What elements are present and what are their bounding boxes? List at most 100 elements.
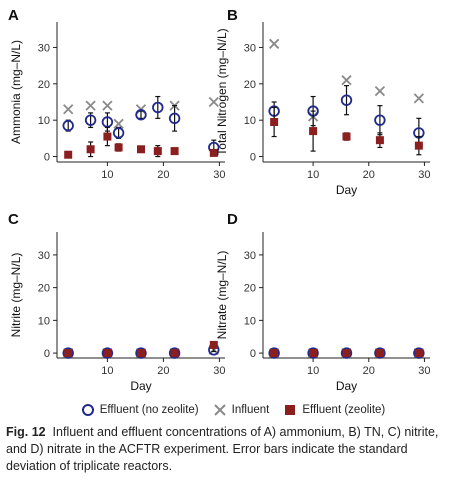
data-point-influent (102, 100, 113, 111)
x-tick-label: 20 (363, 169, 375, 181)
panel-letter: A (8, 7, 19, 24)
data-point-effluent-zeolite (414, 349, 423, 358)
x-tick-label: 20 (363, 365, 375, 377)
data-point-effluent-no-zeolite (135, 109, 147, 121)
panel-d: D 0 10 20 30 10 20 30 Day Nitrate (mg–N/L) (215, 211, 431, 393)
x-tick-label: 30 (213, 169, 225, 181)
y-tick-label: 10 (244, 315, 256, 327)
cross-marker-icon (213, 404, 226, 416)
data-point-effluent-no-zeolite (340, 347, 353, 359)
y-tick-label: 30 (244, 250, 256, 262)
data-point-effluent-no-zeolite (62, 119, 74, 132)
data-point-effluent-zeolite (103, 132, 112, 141)
y-axis-label: Nitrate (mg–N/L) (215, 251, 229, 340)
x-axis-label: Day (336, 379, 357, 393)
data-point-effluent-no-zeolite (268, 347, 280, 359)
data-point-effluent-zeolite (309, 349, 318, 358)
y-tick-label: 10 (38, 115, 50, 127)
square-marker-icon (285, 405, 296, 415)
legend-item-influent: Influent (213, 403, 270, 417)
data-point-effluent-no-zeolite (135, 347, 147, 359)
data-point-effluent-zeolite (86, 145, 95, 154)
data-point-effluent-zeolite (270, 118, 279, 126)
data-point-influent (85, 100, 96, 111)
legend-label-effluent-no-zeolite: Effluent (no zeolite) (99, 404, 199, 416)
data-point-effluent-zeolite (137, 349, 145, 358)
x-tick-label: 30 (213, 365, 225, 377)
data-point-effluent-no-zeolite (307, 347, 319, 359)
y-tick-label: 0 (250, 348, 256, 360)
x-tick-label: 20 (157, 365, 169, 377)
data-point-effluent-no-zeolite (84, 114, 97, 126)
data-point-effluent-zeolite (270, 349, 279, 358)
caption-label: Fig. 12 (6, 425, 46, 439)
data-point-effluent-no-zeolite (112, 127, 125, 139)
data-point-influent (208, 96, 219, 108)
y-tick-label: 20 (244, 283, 256, 295)
data-point-effluent-zeolite (64, 150, 73, 159)
y-axis-label: Ammonia (mg–N/L) (9, 40, 23, 144)
y-tick-label: 30 (38, 250, 50, 262)
x-tick-label: 10 (307, 365, 319, 377)
data-point-effluent-no-zeolite (152, 101, 164, 114)
x-tick-label: 10 (101, 365, 113, 377)
data-point-effluent-no-zeolite (101, 347, 114, 359)
panel-c: C 0 10 20 30 10 20 30 Day Nitrite (mg–N/L) (8, 211, 226, 393)
data-point-effluent-no-zeolite (168, 347, 181, 359)
data-point-effluent-no-zeolite (101, 116, 114, 128)
legend-label-effluent-zeolite: Effluent (zeolite) (302, 404, 386, 416)
x-tick-label: 30 (418, 365, 430, 377)
data-point-effluent-zeolite (342, 349, 351, 358)
y-tick-label: 20 (38, 79, 50, 91)
data-point-effluent-zeolite (342, 132, 351, 141)
x-axis-label: Day (130, 379, 151, 393)
y-tick-label: 20 (38, 283, 50, 295)
data-point-effluent-zeolite (414, 141, 423, 150)
y-tick-label: 0 (250, 152, 256, 164)
data-point-effluent-no-zeolite (374, 114, 386, 126)
x-axis-label: Day (336, 183, 357, 197)
y-tick-label: 10 (244, 115, 256, 127)
x-tick-label: 10 (101, 169, 113, 181)
data-point-effluent-no-zeolite (413, 347, 425, 359)
panel-letter: C (8, 211, 19, 228)
panel-a: A 0 10 20 30 10 20 30 Ammonia (mg–N/L) (8, 7, 226, 181)
legend: Effluent (no zeolite) Influent Effluent … (0, 400, 466, 420)
data-point-effluent-zeolite (209, 340, 218, 349)
y-tick-label: 30 (38, 42, 50, 54)
panel-b: B 0 10 20 30 10 20 30 Day Total Nitrogen (mg–N/L) (215, 7, 431, 197)
y-tick-label: 10 (38, 315, 50, 327)
data-point-effluent-no-zeolite (168, 112, 181, 125)
data-point-effluent-zeolite (375, 349, 384, 358)
data-point-effluent-zeolite (64, 349, 73, 358)
data-point-influent (113, 118, 124, 129)
y-axis-label: Nitrite (mg–N/L) (9, 253, 23, 338)
panel-letter: D (227, 211, 238, 228)
data-point-effluent-zeolite (137, 145, 145, 154)
y-tick-label: 30 (244, 42, 256, 54)
data-point-influent (268, 38, 280, 49)
data-point-effluent-zeolite (309, 127, 318, 136)
data-point-influent (341, 75, 352, 86)
data-point-effluent-zeolite (170, 147, 179, 156)
y-axis-label: Total Nitrogen (mg–N/L) (215, 28, 229, 155)
caption-text: Influent and effluent concentrations of … (6, 425, 439, 473)
figure-panels: A 0 10 20 30 10 20 30 Ammonia (mg–N/L) B 0 10 20 30 10… (8, 7, 431, 393)
data-point-influent (63, 104, 74, 115)
legend-item-effluent-no-zeolite: Effluent (no zeolite) (81, 403, 199, 417)
data-point-effluent-zeolite (209, 148, 218, 157)
x-tick-label: 30 (418, 169, 430, 181)
data-point-effluent-zeolite (170, 349, 179, 358)
panel-letter: B (227, 7, 238, 24)
data-point-influent (413, 93, 425, 104)
figure-caption: Fig. 12 Influent and effluent concentrat… (6, 424, 458, 475)
y-tick-label: 20 (244, 79, 256, 91)
data-point-influent (374, 85, 386, 97)
data-point-effluent-no-zeolite (374, 347, 386, 359)
legend-label-influent: Influent (231, 404, 270, 416)
y-tick-label: 0 (44, 348, 50, 360)
y-tick-label: 0 (44, 152, 50, 164)
data-point-effluent-zeolite (153, 147, 162, 156)
x-tick-label: 20 (157, 169, 169, 181)
data-point-effluent-zeolite (114, 143, 123, 152)
